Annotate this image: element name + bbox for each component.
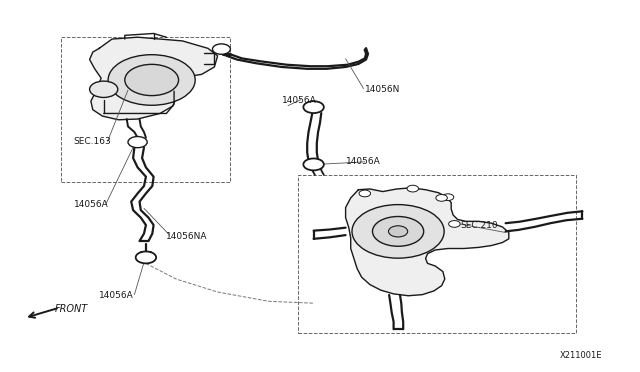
Circle shape [359,190,371,197]
Circle shape [372,217,424,246]
Polygon shape [90,37,218,120]
Circle shape [108,55,195,105]
Circle shape [388,226,408,237]
Circle shape [442,194,454,201]
Text: 14056A: 14056A [99,291,134,300]
Circle shape [125,64,179,96]
Text: SEC.163: SEC.163 [74,137,111,146]
Circle shape [90,81,118,97]
Circle shape [136,251,156,263]
Circle shape [128,137,147,148]
Text: 14056NA: 14056NA [166,232,208,241]
Text: 14056N: 14056N [365,85,400,94]
Text: 14056A: 14056A [282,96,316,105]
Circle shape [352,205,444,258]
Polygon shape [346,188,509,296]
Circle shape [303,158,324,170]
Circle shape [212,44,230,54]
Circle shape [436,195,447,201]
Circle shape [449,221,460,227]
Text: 14056A: 14056A [346,157,380,166]
Text: FRONT: FRONT [54,304,88,314]
Text: X211001E: X211001E [560,351,602,360]
Circle shape [407,185,419,192]
Text: 14056A: 14056A [74,200,108,209]
Circle shape [303,101,324,113]
Text: SEC.210: SEC.210 [461,221,499,230]
